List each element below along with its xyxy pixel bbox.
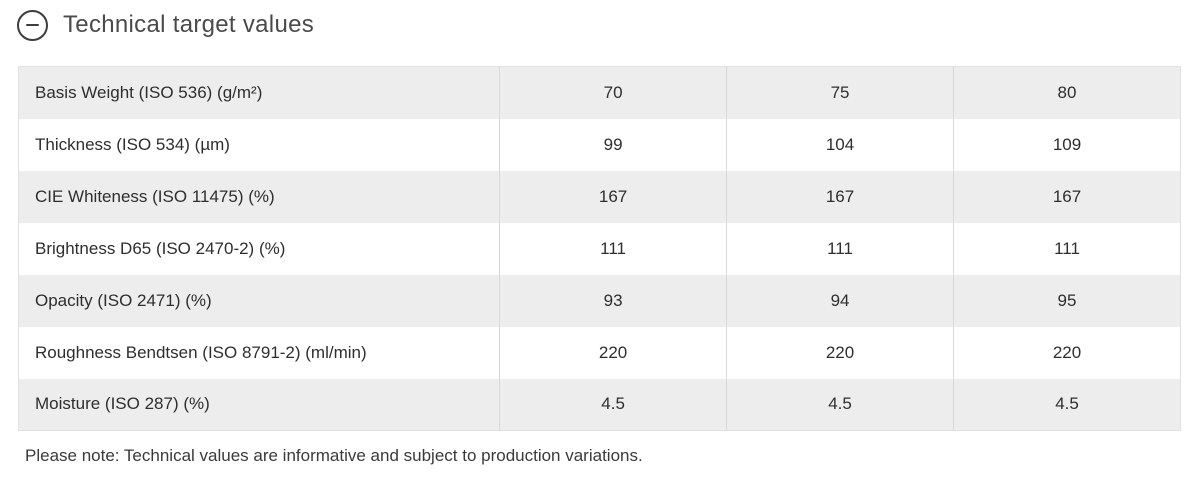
section-header: Technical target values	[0, 0, 1200, 41]
row-value: 167	[499, 170, 727, 223]
row-value: 220	[953, 326, 1181, 379]
row-value: 93	[499, 274, 727, 327]
technical-values-table: Basis Weight (ISO 536) (g/m²) 70 75 80 Thick…	[18, 66, 1181, 431]
table-row: Moisture (ISO 287) (%) 4.5 4.5 4.5	[18, 378, 1181, 431]
row-value: 167	[726, 170, 954, 223]
table-row: CIE Whiteness (ISO 11475) (%) 167 167 167	[18, 170, 1181, 223]
row-value: 70	[499, 66, 727, 119]
row-value: 4.5	[499, 378, 727, 431]
row-value: 75	[726, 66, 954, 119]
row-value: 4.5	[726, 378, 954, 431]
minus-bar	[26, 23, 39, 27]
row-label: Moisture (ISO 287) (%)	[35, 394, 210, 414]
row-label: Brightness D65 (ISO 2470-2) (%)	[35, 238, 286, 258]
table-row: Roughness Bendtsen (ISO 8791-2) (ml/min)…	[18, 326, 1181, 379]
row-value: 95	[953, 274, 1181, 327]
row-label: Basis Weight (ISO 536) (g/m²)	[35, 82, 263, 102]
row-value: 111	[499, 222, 727, 275]
table-body: Basis Weight (ISO 536) (g/m²) 70 75 80 Thick…	[18, 66, 1181, 431]
row-value: 109	[953, 118, 1181, 171]
row-value: 99	[499, 118, 727, 171]
row-value: 111	[953, 222, 1181, 275]
row-value: 94	[726, 274, 954, 327]
row-label: Thickness (ISO 534) (µm)	[35, 134, 230, 154]
row-label: Opacity (ISO 2471) (%)	[35, 290, 212, 310]
row-value: 104	[726, 118, 954, 171]
table-row: Brightness D65 (ISO 2470-2) (%) 111 111 111	[18, 222, 1181, 275]
row-value: 220	[726, 326, 954, 379]
technical-values-section: Technical target values Basis Weight (IS…	[0, 0, 1200, 465]
table-row: Basis Weight (ISO 536) (g/m²) 70 75 80	[18, 66, 1181, 119]
row-label: Roughness Bendtsen (ISO 8791-2) (ml/min)	[35, 342, 367, 362]
collapse-toggle-button[interactable]	[17, 9, 48, 41]
table-row: Thickness (ISO 534) (µm) 99 104 109	[18, 118, 1181, 171]
minus-circle-icon	[17, 9, 48, 41]
row-label: CIE Whiteness (ISO 11475) (%)	[35, 186, 275, 206]
row-value: 167	[953, 170, 1181, 223]
section-title: Technical target values	[63, 11, 315, 38]
row-value: 220	[499, 326, 727, 379]
row-value: 111	[726, 222, 954, 275]
table-row: Opacity (ISO 2471) (%) 93 94 95	[18, 274, 1181, 327]
row-value: 4.5	[953, 378, 1181, 431]
row-value: 80	[953, 66, 1181, 119]
footnote: Please note: Technical values are inform…	[25, 446, 643, 465]
